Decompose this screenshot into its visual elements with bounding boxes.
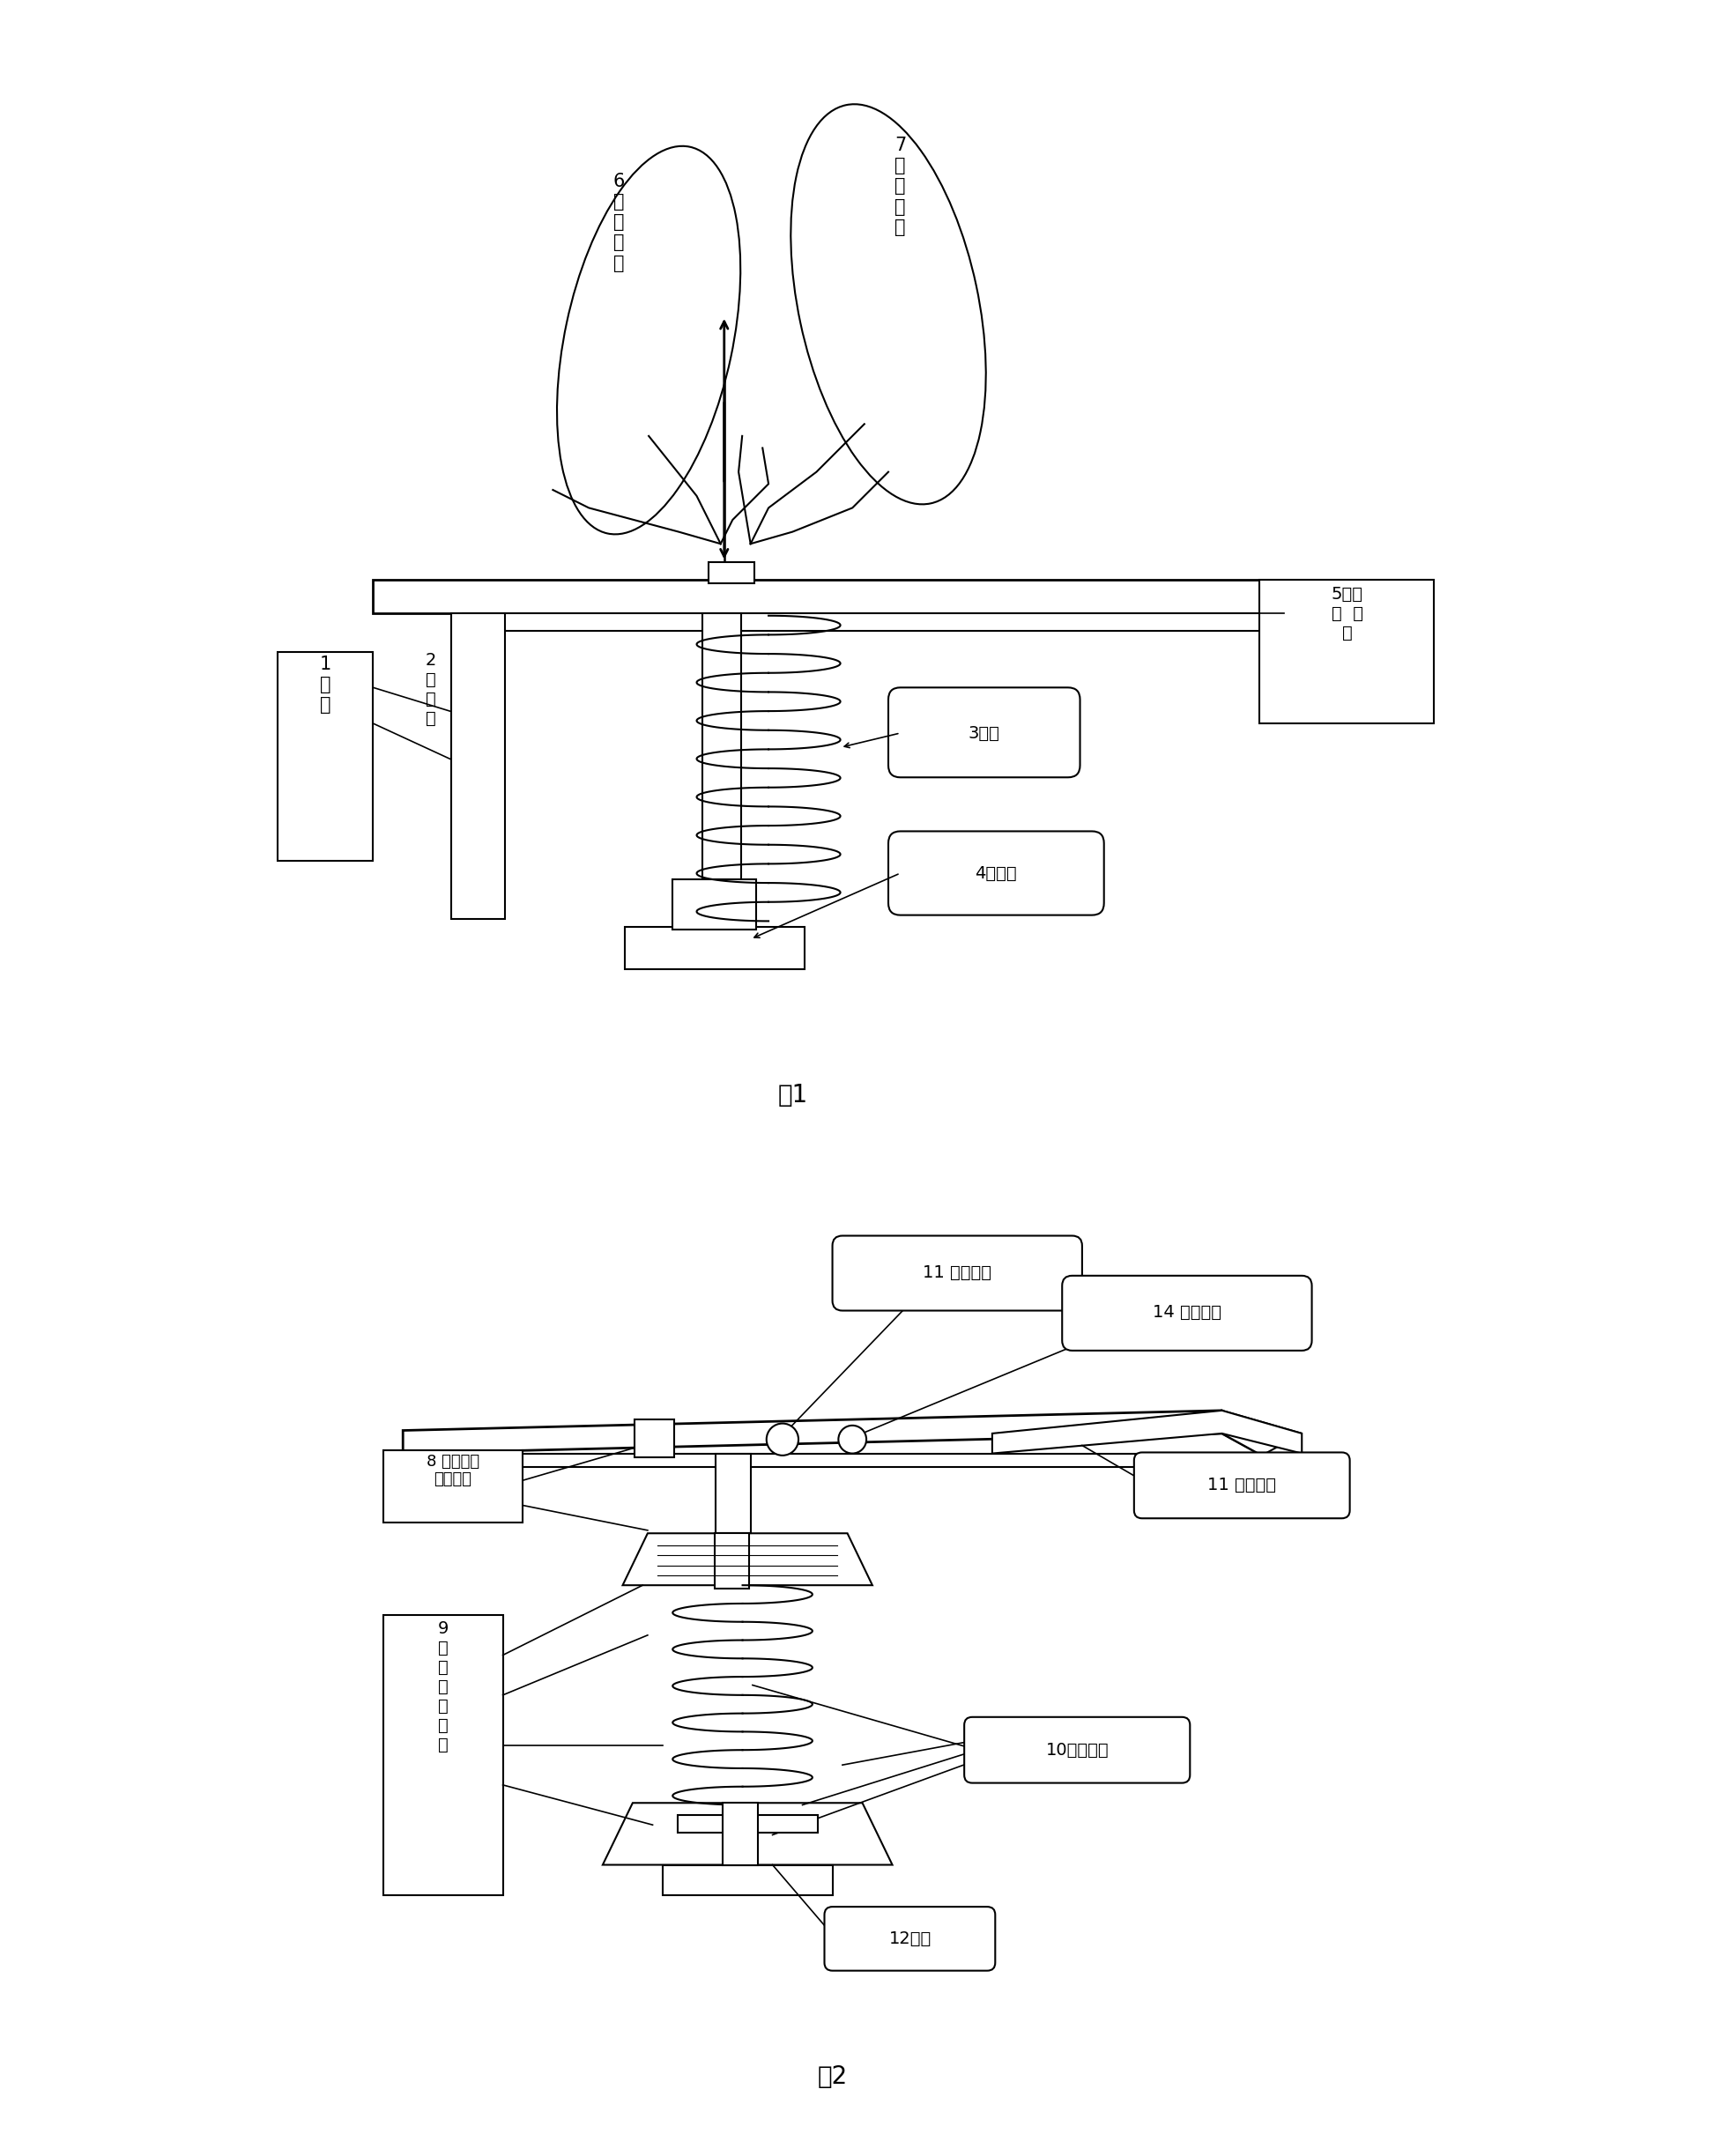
Text: 图1: 图1 <box>777 1082 808 1108</box>
Bar <box>673 880 756 929</box>
Ellipse shape <box>556 147 740 535</box>
Text: 1
膜
片: 1 膜 片 <box>319 655 331 714</box>
Circle shape <box>839 1425 866 1453</box>
Bar <box>703 612 740 962</box>
Bar <box>374 580 1283 612</box>
Circle shape <box>766 1423 799 1455</box>
Polygon shape <box>603 1802 892 1865</box>
FancyBboxPatch shape <box>832 1235 1081 1311</box>
Text: 图2: 图2 <box>818 2065 847 2089</box>
Bar <box>715 1533 749 1589</box>
Text: 5动铁
心  台
阶: 5动铁 心 台 阶 <box>1331 586 1364 640</box>
Bar <box>709 563 754 584</box>
Bar <box>639 1423 670 1451</box>
Text: 14 光敏器件: 14 光敏器件 <box>1152 1304 1221 1322</box>
Bar <box>277 651 374 860</box>
Polygon shape <box>1223 1410 1302 1455</box>
Bar <box>382 1451 523 1522</box>
Bar <box>635 1419 675 1457</box>
Text: 11 线圈封盖: 11 线圈封盖 <box>1207 1477 1276 1494</box>
Bar <box>677 1815 818 1833</box>
Bar <box>663 1865 832 1895</box>
Text: 7
下
降
方
向: 7 下 降 方 向 <box>894 136 906 235</box>
Bar <box>625 927 804 968</box>
Bar <box>382 1615 503 1895</box>
Ellipse shape <box>790 103 987 505</box>
Polygon shape <box>403 1410 1262 1455</box>
Bar <box>716 1453 751 1533</box>
FancyBboxPatch shape <box>1062 1276 1312 1350</box>
Bar <box>403 1453 1262 1468</box>
Text: 12外壳: 12外壳 <box>889 1930 932 1947</box>
Bar <box>463 612 1283 632</box>
FancyBboxPatch shape <box>889 688 1080 778</box>
Bar <box>451 612 505 918</box>
Text: 11 发光器件: 11 发光器件 <box>923 1263 992 1281</box>
FancyBboxPatch shape <box>1135 1453 1350 1518</box>
Text: 9
磁
力
线
发
射
体: 9 磁 力 线 发 射 体 <box>437 1619 448 1753</box>
Text: 10感应线圈: 10感应线圈 <box>1045 1742 1109 1759</box>
Bar <box>723 1802 758 1865</box>
Text: 3线圈: 3线圈 <box>968 724 1000 742</box>
Bar <box>1261 580 1433 724</box>
Text: 4静铁心: 4静铁心 <box>975 865 1018 882</box>
Text: 2
动
铁
心: 2 动 铁 心 <box>425 651 436 727</box>
FancyBboxPatch shape <box>889 832 1104 914</box>
FancyBboxPatch shape <box>825 1906 995 1971</box>
Polygon shape <box>623 1533 873 1585</box>
Text: 6
上
升
方
向: 6 上 升 方 向 <box>613 172 625 272</box>
FancyBboxPatch shape <box>964 1716 1190 1783</box>
Text: 8 霍尔元件
集成电路: 8 霍尔元件 集成电路 <box>427 1453 479 1488</box>
Polygon shape <box>992 1410 1302 1453</box>
